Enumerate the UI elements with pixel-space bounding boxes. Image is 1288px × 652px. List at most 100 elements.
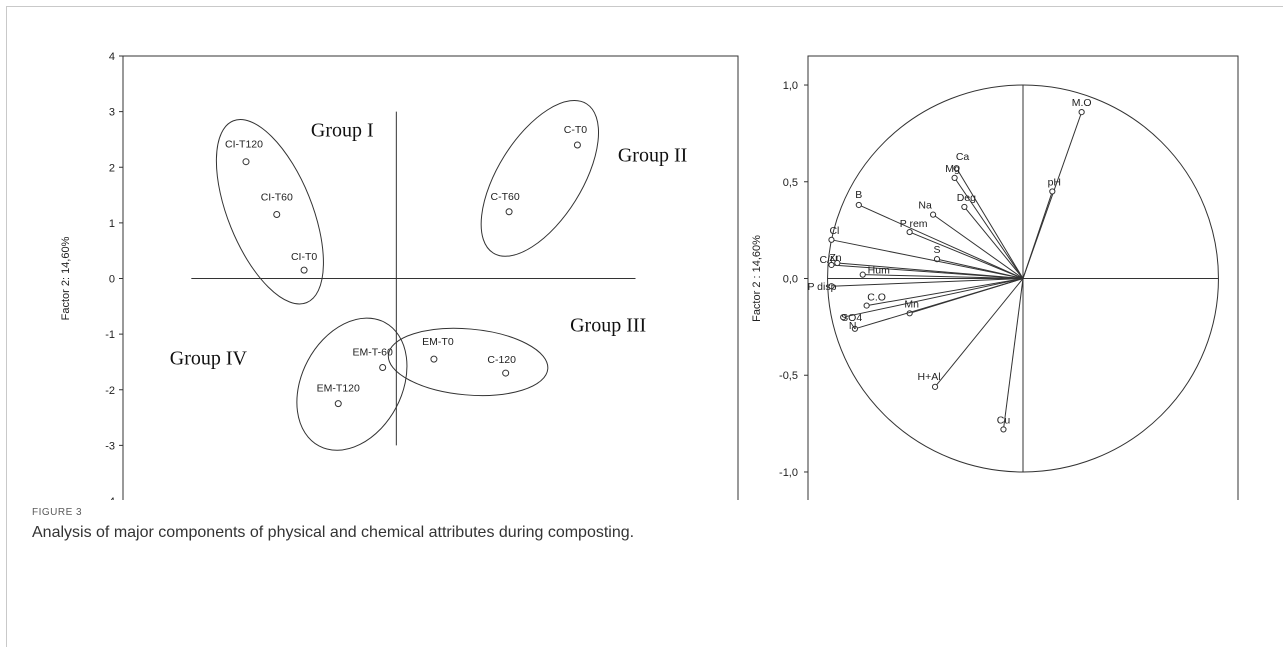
group-ellipse: [215, 119, 324, 305]
loading-label: pH: [1048, 176, 1061, 188]
loading-label: C.O: [867, 292, 886, 304]
data-point-label: EM-T120: [317, 383, 360, 395]
loading-label: P rem: [900, 218, 928, 230]
loading-vector: [954, 177, 1024, 279]
y-tick-label: 4: [109, 51, 115, 63]
y-tick-label: 0,5: [783, 177, 798, 189]
figure-frame: [6, 6, 1283, 647]
y-tick-label: -1,0: [779, 467, 798, 479]
loading-point: [1078, 109, 1085, 116]
group-label: Group IV: [170, 348, 248, 370]
loading-label: S: [933, 244, 940, 256]
loading-vector: [956, 167, 1024, 279]
data-point-label: CI-T0: [291, 251, 317, 263]
loading-label: Hum: [868, 265, 890, 277]
loading-point: [906, 228, 913, 236]
y-axis-title: Factor 2: 14,60%: [60, 236, 72, 320]
loading-label: Zn: [829, 252, 841, 264]
loading-label: Deg: [957, 192, 976, 204]
loading-point: [931, 383, 939, 390]
loading-label: Cl: [829, 225, 839, 237]
loading-vector: [866, 278, 1024, 307]
loading-label: SO4: [841, 312, 862, 324]
loading-vector: [843, 278, 1024, 318]
y-tick-label: -2: [105, 385, 115, 397]
data-point: [242, 158, 250, 166]
loading-vector: [909, 231, 1024, 279]
loading-point: [851, 325, 859, 332]
loading-label: Ca: [956, 151, 970, 163]
data-point-label: CI-T120: [225, 139, 263, 151]
loading-vector: [934, 278, 1024, 388]
loading-point: [951, 174, 958, 181]
data-point: [334, 400, 342, 408]
loading-point: [1049, 188, 1056, 195]
loading-label: H+Al: [918, 371, 941, 383]
data-point-label: EM-T-60: [353, 347, 393, 359]
data-point-label: C-120: [487, 354, 516, 366]
loading-vector: [1002, 278, 1024, 430]
y-tick-label: -0,5: [779, 370, 798, 382]
y-tick-label: 0,0: [783, 274, 798, 286]
loading-point: [828, 261, 835, 269]
data-point: [300, 266, 308, 274]
y-tick-label: -3: [105, 440, 115, 452]
right-pca-loading-chart: -1,0-0,50,00,51,01,00,50,0-0,5-1,0Factor…: [751, 55, 1239, 500]
data-point: [573, 141, 581, 149]
loading-label: P disp: [807, 281, 836, 293]
loading-label: N: [849, 320, 857, 332]
y-tick-label: -1: [105, 329, 115, 341]
figure-caption: Analysis of major components of physical…: [32, 524, 635, 541]
loading-vector: [858, 204, 1024, 279]
data-point: [273, 211, 281, 219]
loading-vector: [831, 278, 1024, 287]
loading-point: [859, 271, 866, 278]
loading-label: Mn: [904, 298, 919, 310]
group-label: Group III: [570, 314, 646, 336]
group-label: Group I: [311, 120, 374, 142]
data-point-label: CI-T60: [261, 192, 293, 204]
loading-point: [834, 259, 841, 267]
data-point: [379, 364, 387, 371]
data-point-label: C-T60: [490, 191, 519, 203]
loading-label: Mg: [945, 163, 960, 175]
y-tick-label: 1,0: [783, 80, 798, 92]
loading-vector: [1022, 191, 1053, 279]
loading-vector: [862, 274, 1024, 279]
figure-charts: -8-6-4-2024681043210-1-2-3-4Factor 1: 51…: [60, 51, 1239, 500]
loading-point: [953, 165, 960, 172]
loading-vector: [837, 262, 1024, 279]
group-ellipse: [296, 317, 408, 451]
loading-label: B: [855, 189, 862, 201]
loading-vector: [963, 206, 1024, 279]
group-ellipse: [480, 99, 600, 257]
left-pca-score-chart: -8-6-4-2024681043210-1-2-3-4Factor 1: 51…: [60, 51, 739, 500]
group-label: Group II: [618, 145, 687, 167]
loading-point: [855, 201, 862, 209]
loading-point: [1000, 426, 1007, 433]
loading-point: [828, 283, 835, 290]
loading-point: [929, 211, 937, 218]
y-tick-label: 0: [109, 274, 115, 286]
loading-label: Cu: [997, 414, 1011, 426]
loading-vector: [831, 239, 1024, 279]
y-tick-label: 3: [109, 107, 115, 119]
y-tick-label: 1: [109, 218, 115, 230]
loading-point: [863, 302, 870, 309]
loading-point: [961, 203, 968, 211]
loading-point: [840, 314, 847, 321]
loading-label: M.O: [1072, 97, 1092, 109]
loading-vector: [932, 214, 1024, 279]
data-point-label: EM-T0: [422, 336, 454, 348]
data-point-label: C-T0: [564, 124, 587, 136]
loading-point: [828, 236, 835, 243]
group-ellipse: [387, 327, 549, 397]
figure-label: FIGURE 3: [32, 507, 83, 518]
data-point: [502, 369, 510, 377]
y-tick-label: 2: [109, 162, 115, 174]
loading-label: C/N: [819, 254, 837, 266]
loading-label: Na: [918, 200, 932, 212]
data-point: [430, 355, 438, 363]
y-tick-label: -4: [105, 496, 115, 500]
data-point: [505, 208, 513, 216]
